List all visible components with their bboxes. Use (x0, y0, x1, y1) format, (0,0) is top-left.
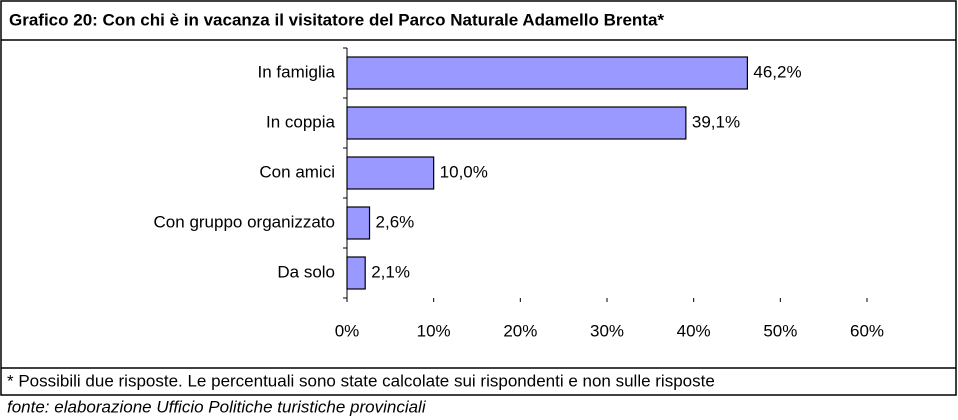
value-label: 2,6% (376, 212, 415, 231)
x-tick-label: 50% (763, 321, 797, 340)
y-tick-label: Da solo (277, 262, 335, 281)
x-tick-label: 60% (850, 321, 884, 340)
source: fonte: elaborazione Ufficio Politiche tu… (7, 397, 427, 416)
footnote: * Possibili due risposte. Le percentuali… (7, 371, 715, 390)
frame (0, 0, 957, 396)
x-tick-label: 0% (335, 321, 360, 340)
x-tick-label: 30% (590, 321, 624, 340)
y-tick-label: Con gruppo organizzato (154, 212, 335, 231)
value-label: 2,1% (371, 262, 410, 281)
bar (346, 256, 366, 290)
x-tick-label: 20% (503, 321, 537, 340)
y-tick-label: In coppia (266, 112, 336, 131)
chart-title: Grafico 20: Con chi è in vacanza il visi… (9, 10, 664, 29)
value-label: 46,2% (753, 62, 801, 81)
y-tick-label: In famiglia (258, 62, 336, 81)
x-tick-label: 40% (677, 321, 711, 340)
value-label: 39,1% (692, 112, 740, 131)
bar (346, 156, 435, 190)
y-tick-label: Con amici (259, 162, 335, 181)
bar (346, 206, 371, 240)
bar (346, 56, 748, 90)
x-tick-label: 10% (417, 321, 451, 340)
bar (346, 106, 687, 140)
value-label: 10,0% (440, 162, 488, 181)
